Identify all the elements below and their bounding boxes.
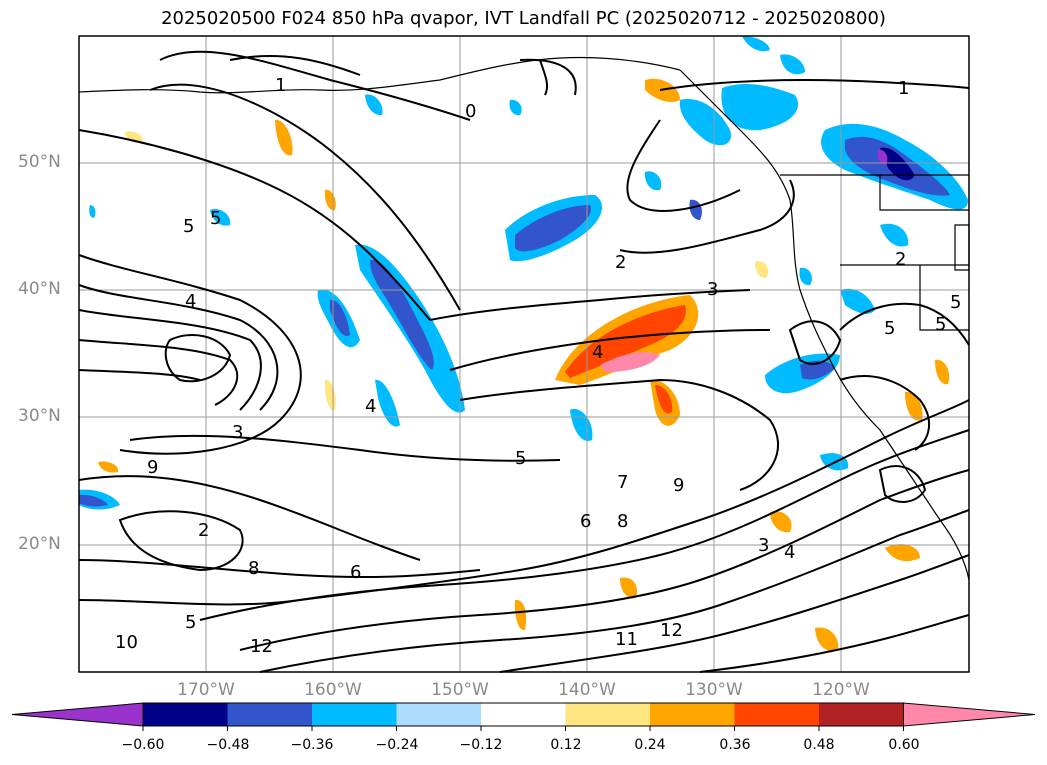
colorbar-tick-label: −0.12 (459, 737, 503, 753)
colorbar-tick-label: −0.60 (121, 737, 165, 753)
contour-label: 5 (884, 318, 895, 339)
contour-label: 3 (758, 535, 769, 556)
contour-label: 9 (673, 475, 684, 496)
contour-label: 2 (198, 520, 209, 541)
colorbar-segment (650, 703, 735, 726)
colorbar-tick-label: 0.24 (634, 737, 666, 753)
contour-label: 8 (617, 511, 628, 532)
colorbar-tick-label: −0.48 (206, 737, 250, 753)
colorbar-segment (227, 703, 313, 726)
contour-label-group: 1 1 0 2 2 3 4 4 4 5 5 5 5 5 6 7 8 9 9 10… (115, 75, 961, 657)
contour-label: 5 (935, 314, 946, 335)
colorbar-segment (396, 703, 482, 726)
contour-label: 2 (615, 252, 626, 273)
contour-label: 1 (275, 75, 286, 96)
lon-label: 170°W (177, 680, 235, 700)
contour-label: 1 (898, 78, 909, 99)
contour-label: 2 (895, 249, 906, 270)
colorbar-tick-label: 0.48 (803, 737, 835, 753)
contour-label: 4 (592, 342, 603, 363)
contour-label: 5 (185, 612, 196, 633)
lon-label: 150°W (431, 680, 489, 700)
lon-label: 120°W (812, 680, 870, 700)
lat-label: 30°N (18, 406, 61, 426)
colorbar-tick-label: 0.36 (719, 737, 751, 753)
contour-label: 5 (210, 208, 221, 229)
contour-label: 12 (660, 620, 683, 641)
colorbar-tick-label: −0.36 (290, 737, 334, 753)
anomaly-fill (79, 36, 968, 651)
colorbar-segment (819, 703, 904, 726)
map-title: 2025020500 F024 850 hPa qvapor, IVT Land… (161, 8, 886, 29)
contour-label: 5 (950, 292, 961, 313)
colorbar-segment (312, 703, 397, 726)
coastlines (78, 56, 970, 581)
contour-label: 12 (250, 636, 273, 657)
contour-label: 6 (350, 562, 361, 583)
colorbar-tick-label: 0.60 (888, 737, 920, 753)
colorbar (11, 702, 1036, 731)
contour-label: 3 (232, 422, 243, 443)
colorbar-extend-max (903, 702, 1036, 727)
colorbar-extend-min (11, 702, 144, 727)
contour-label: 4 (784, 542, 795, 563)
contour-label: 5 (515, 448, 526, 469)
lat-label: 40°N (18, 279, 61, 299)
colorbar-segment (481, 703, 566, 726)
contour-label: 9 (147, 457, 158, 478)
colorbar-segment (734, 703, 820, 726)
lon-label: 140°W (558, 680, 616, 700)
contour-label: 3 (707, 279, 718, 300)
contour-label: 11 (615, 629, 638, 650)
contour-label: 4 (365, 396, 376, 417)
lon-label: 130°W (685, 680, 743, 700)
colorbar-tick-label: 0.12 (550, 737, 582, 753)
colorbar-segment (143, 703, 228, 726)
contour-lines (78, 50, 970, 673)
lat-label: 50°N (18, 152, 61, 172)
contour-label: 4 (185, 291, 196, 312)
contour-label: 10 (115, 632, 138, 653)
contour-label: 0 (465, 101, 476, 122)
colorbar-tick-label: −0.24 (375, 737, 419, 753)
lon-label: 160°W (304, 680, 362, 700)
lat-label: 20°N (18, 534, 61, 554)
map-area (78, 35, 970, 673)
colorbar-border (142, 702, 904, 727)
colorbar-segment (565, 703, 651, 726)
contour-label: 8 (248, 558, 259, 579)
contour-label: 5 (183, 216, 194, 237)
contour-label: 6 (580, 511, 591, 532)
graticule (79, 36, 969, 672)
contour-label: 7 (617, 472, 628, 493)
